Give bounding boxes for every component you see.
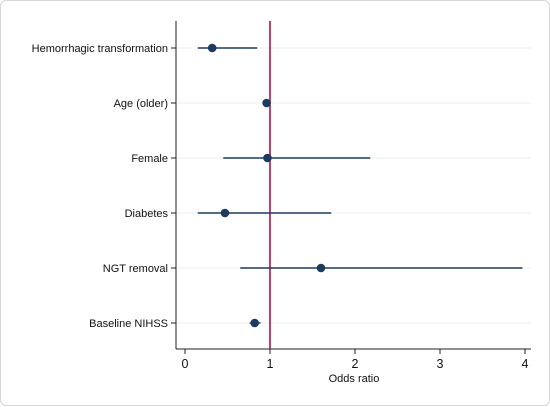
axes-layer [175,21,531,350]
category-label: Hemorrhagic transformation [32,43,168,55]
estimate-point [263,153,272,163]
x-tick-label: 3 [437,357,444,371]
category-label: Female [131,153,168,165]
estimate-point [250,318,259,328]
category-label: NGT removal [103,263,168,275]
x-axis-title: Odds ratio [329,373,380,385]
estimate-point [316,263,326,273]
category-label: Baseline NIHSS [89,318,168,330]
estimate-point [262,98,271,108]
x-tick-label: 2 [352,357,359,371]
category-label: Age (older) [114,98,168,110]
x-tick-label: 1 [267,357,274,371]
category-label: Diabetes [125,208,169,220]
estimate-point [207,43,217,53]
x-tick-label: 4 [522,357,529,371]
category-labels: Hemorrhagic transformation Age (older) Fem… [32,43,176,330]
estimate-point [220,208,230,218]
grid-layer [177,47,531,324]
series-layer [197,43,523,328]
x-tick-labels: 0 1 2 3 4 [182,349,529,371]
x-tick-label: 0 [182,357,189,371]
